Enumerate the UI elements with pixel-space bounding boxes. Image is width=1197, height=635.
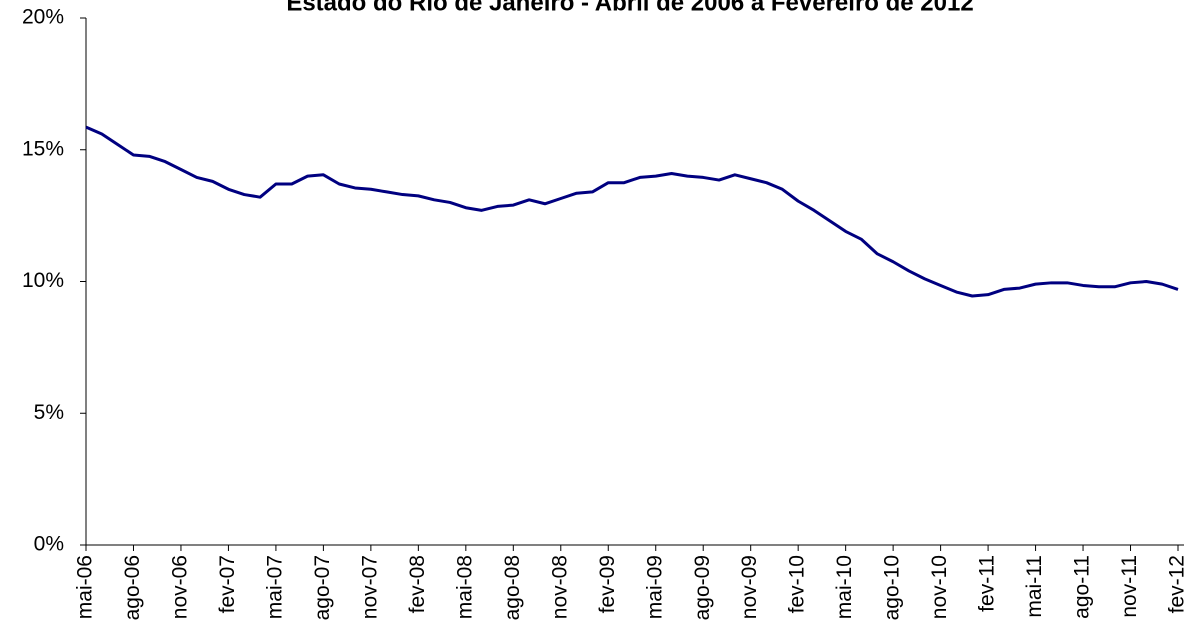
x-tick-label: mai-10: [833, 555, 856, 619]
y-tick-label: 20%: [22, 6, 64, 29]
x-tick-label: nov-10: [928, 555, 951, 619]
x-tick-label: mai-06: [74, 555, 97, 619]
x-tick-label: nov-09: [738, 555, 761, 619]
x-tick-label: mai-09: [643, 555, 666, 619]
x-tick-label: fev-08: [406, 555, 429, 613]
y-tick-label: 5%: [34, 401, 64, 424]
x-tick-label: fev-07: [216, 555, 239, 613]
y-tick-label: 0%: [34, 533, 64, 556]
y-tick-label: 10%: [22, 269, 64, 292]
x-tick-label: ago-09: [691, 555, 714, 620]
y-tick-label: 15%: [22, 137, 64, 160]
x-tick-label: ago-11: [1071, 555, 1094, 619]
x-tick-label: nov-08: [548, 555, 571, 619]
x-tick-label: ago-07: [311, 555, 334, 620]
x-tick-label: nov-06: [169, 555, 192, 619]
x-tick-label: mai-08: [453, 555, 476, 619]
line: [85, 125, 1179, 298]
x-tick-label: fev-11: [976, 555, 999, 612]
x-tick-label: mai-07: [263, 555, 286, 619]
x-tick-label: fev-12: [1166, 555, 1189, 613]
x-tick-label: mai-11: [1023, 555, 1046, 618]
x-tick-label: ago-10: [881, 555, 904, 620]
x-tick-label: ago-08: [501, 555, 524, 620]
x-tick-label: fev-09: [596, 555, 619, 613]
x-tick-label: fev-10: [786, 555, 809, 613]
x-tick-label: nov-07: [358, 555, 381, 619]
x-tick-label: nov-11: [1118, 555, 1141, 618]
x-tick-label: ago-06: [121, 555, 144, 620]
chart-title: Estado do Rio de Janeiro - Abril de 2006…: [286, 0, 973, 16]
